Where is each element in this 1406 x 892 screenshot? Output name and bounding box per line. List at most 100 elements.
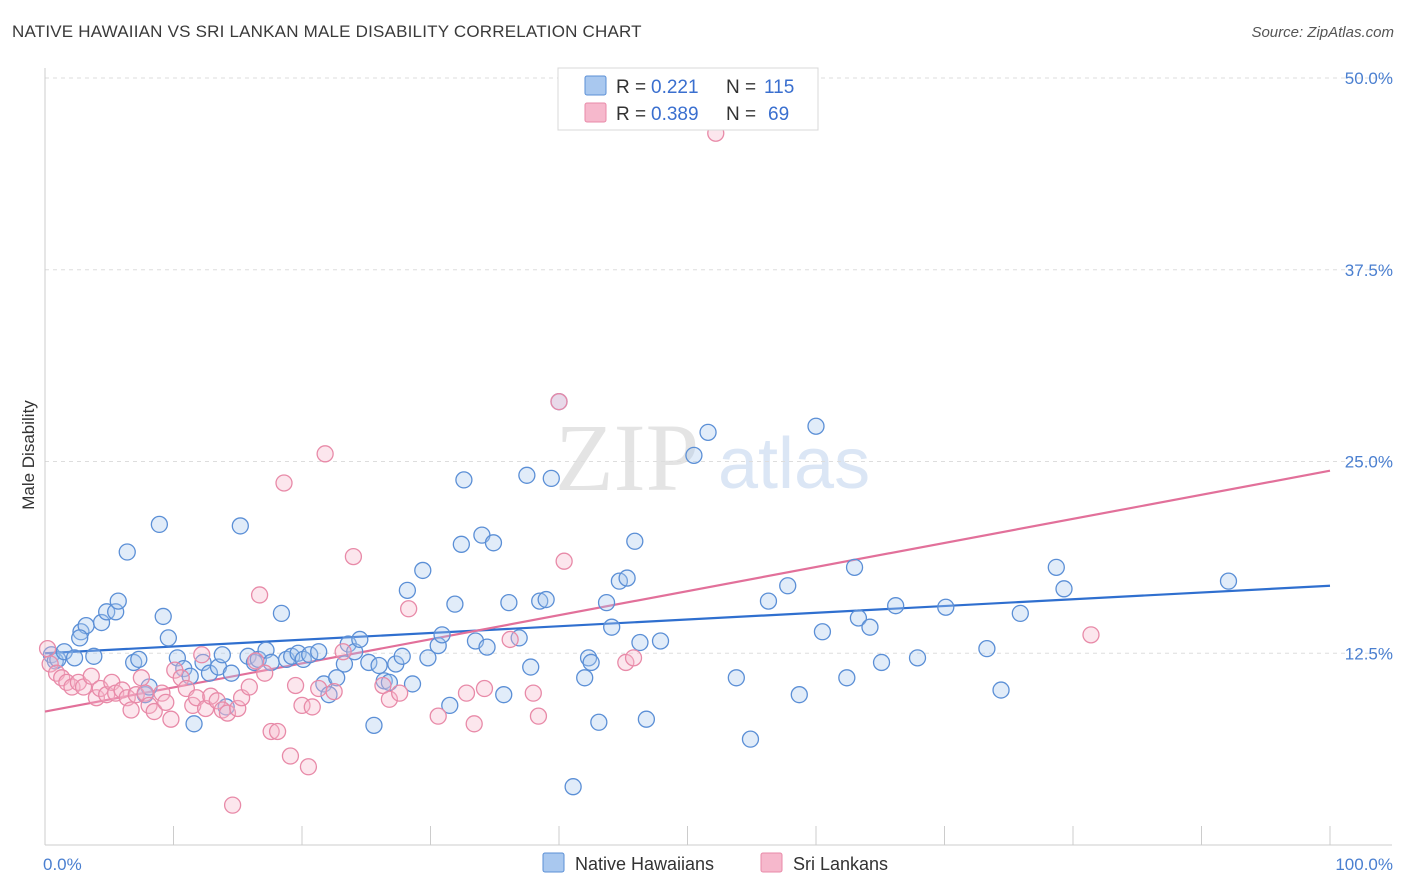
point-native-hawaiian: [790, 686, 808, 704]
point-sri-lankan: [218, 704, 237, 722]
point-sri-lankan: [475, 679, 494, 698]
point-native-hawaiian: [699, 423, 717, 442]
x-tick-labels: 0.0% 100.0%: [43, 855, 1393, 874]
point-native-hawaiian: [154, 607, 172, 626]
point-native-hawaiian: [185, 715, 203, 733]
legend-r-value-blue: 0.221: [651, 77, 699, 98]
point-sri-lankan: [256, 664, 274, 682]
legend-n-label-pink: N =: [726, 104, 756, 125]
point-sri-lankan: [87, 689, 106, 707]
point-native-hawaiian: [872, 653, 891, 672]
point-sri-lankan: [457, 684, 476, 702]
point-native-hawaiian: [813, 623, 832, 641]
chart-title: NATIVE HAWAIIAN VS SRI LANKAN MALE DISAB…: [12, 22, 642, 41]
point-native-hawaiian: [272, 604, 291, 623]
point-native-hawaiian: [597, 593, 616, 612]
legend-swatch-pink: [584, 102, 607, 123]
point-native-hawaiian: [978, 639, 996, 658]
point-sri-lankan: [299, 758, 318, 776]
point-sri-lankan: [240, 678, 258, 696]
point-native-hawaiian: [150, 515, 169, 534]
point-native-hawaiian: [1047, 558, 1065, 576]
point-native-hawaiian: [222, 664, 240, 682]
point-native-hawaiian: [85, 647, 103, 665]
point-sri-lankan: [465, 715, 483, 733]
bottom-legend-swatch-pink: [760, 852, 783, 873]
point-native-hawaiian: [335, 655, 354, 673]
point-native-hawaiian: [838, 669, 856, 687]
y-tick-label: 25.0%: [1345, 453, 1393, 472]
point-native-hawaiian: [231, 517, 249, 535]
point-sri-lankan: [529, 707, 548, 725]
point-native-hawaiian: [576, 669, 594, 687]
point-native-hawaiian: [433, 626, 451, 644]
point-sri-lankan: [122, 701, 140, 719]
point-native-hawaiian: [213, 646, 231, 664]
point-native-hawaiian: [500, 593, 518, 612]
x-tick-label: 100.0%: [1335, 855, 1393, 874]
point-native-hawaiian: [328, 669, 346, 687]
point-native-hawaiian: [125, 653, 143, 672]
point-native-hawaiian: [159, 629, 178, 647]
point-sri-lankan: [550, 393, 568, 411]
point-native-hawaiian: [455, 471, 473, 489]
point-native-hawaiian: [845, 558, 864, 576]
point-sri-lankan: [524, 684, 542, 702]
point-native-hawaiian: [310, 643, 328, 661]
point-native-hawaiian: [478, 638, 496, 656]
point-native-hawaiian: [107, 603, 125, 621]
point-sri-lankan: [41, 655, 59, 673]
point-native-hawaiian: [419, 649, 437, 667]
point-sri-lankan: [1082, 626, 1100, 644]
point-native-hawaiian: [65, 649, 84, 667]
point-native-hawaiian: [849, 609, 868, 627]
point-native-hawaiian: [631, 633, 649, 652]
point-sri-lankan: [303, 698, 321, 716]
trend-line-native-hawaiian: [44, 584, 1331, 655]
point-native-hawaiian: [452, 535, 470, 553]
point-sri-lankan: [132, 669, 151, 687]
point-native-hawaiian: [92, 613, 111, 632]
top-legend: R = 0.221 N = 115 R = 0.389 N = 69: [557, 67, 819, 131]
point-sri-lankan: [145, 702, 163, 721]
point-native-hawaiian: [71, 629, 89, 647]
point-native-hawaiian: [603, 618, 621, 636]
point-native-hawaiian: [360, 653, 378, 672]
watermark-atlas: atlas: [718, 424, 870, 504]
point-sri-lankan: [555, 552, 573, 570]
point-sri-lankan: [268, 722, 287, 741]
point-sri-lankan: [344, 547, 363, 566]
point-native-hawaiian: [1055, 580, 1073, 598]
bottom-legend: Native Hawaiians Sri Lankans: [542, 852, 888, 874]
point-sri-lankan: [157, 693, 175, 711]
y-tick-label: 50.0%: [1345, 69, 1393, 88]
point-sri-lankan: [374, 676, 392, 695]
point-sri-lankan: [334, 643, 352, 661]
point-sri-lankan: [624, 649, 643, 667]
point-sri-lankan: [250, 586, 269, 604]
point-native-hawaiian: [779, 577, 797, 595]
point-native-hawaiian: [522, 658, 540, 676]
point-sri-lankan: [223, 796, 242, 814]
point-sri-lankan: [193, 646, 211, 664]
axes: [44, 68, 1392, 846]
point-native-hawaiian: [579, 649, 598, 667]
point-native-hawaiian: [582, 653, 600, 672]
point-native-hawaiian: [807, 417, 825, 435]
point-sri-lankan: [310, 679, 328, 698]
point-native-hawaiian: [351, 630, 369, 649]
point-native-hawaiian: [446, 595, 464, 613]
point-native-hawaiian: [992, 681, 1010, 699]
point-native-hawaiian: [98, 603, 116, 621]
point-native-hawaiian: [759, 592, 778, 610]
point-native-hawaiian: [429, 636, 447, 655]
point-native-hawaiian: [441, 696, 459, 715]
point-native-hawaiian: [130, 650, 148, 669]
bottom-legend-label-pink: Sri Lankans: [793, 854, 888, 874]
point-native-hawaiian: [109, 592, 127, 610]
point-sri-lankan: [208, 692, 226, 710]
y-tick-label: 37.5%: [1345, 261, 1393, 280]
point-native-hawaiian: [651, 632, 670, 650]
point-sri-lankan: [286, 676, 305, 695]
